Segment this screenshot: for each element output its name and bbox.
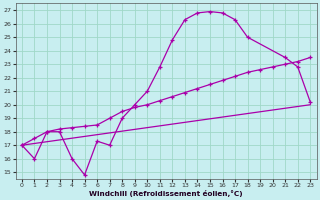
X-axis label: Windchill (Refroidissement éolien,°C): Windchill (Refroidissement éolien,°C) <box>89 190 243 197</box>
